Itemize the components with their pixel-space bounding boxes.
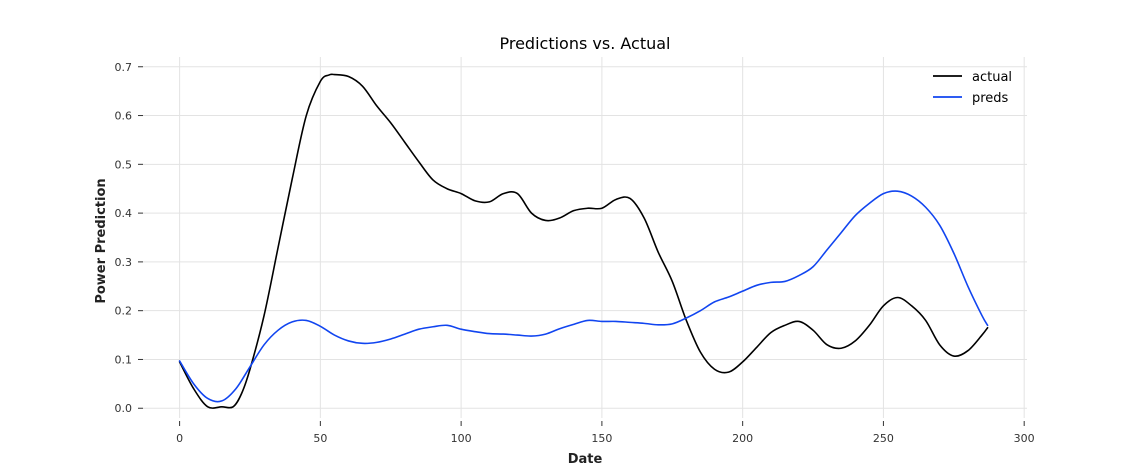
x-tick-label: 150: [591, 432, 612, 445]
x-tick-label: 250: [873, 432, 894, 445]
legend-label-actual: actual: [972, 70, 1012, 85]
x-tick-label: 300: [1014, 432, 1035, 445]
series: [178, 73, 989, 409]
x-tick-label: 50: [313, 432, 327, 445]
ticks: 0 50 100 150 200 250 300 0.0 0.1 0.2 0.3 0.4 0.5 0.6 0…: [115, 61, 1035, 445]
legend: actual preds: [933, 70, 1012, 106]
legend-label-preds: preds: [972, 91, 1009, 106]
y-axis-label: Power Prediction: [94, 178, 109, 303]
series-line-actual: [178, 73, 989, 409]
x-tick-label: 200: [732, 432, 753, 445]
y-tick-label: 0.4: [115, 207, 133, 220]
x-axis-label: Date: [568, 452, 603, 467]
x-tick-label: 0: [176, 432, 183, 445]
x-tick-label: 100: [451, 432, 472, 445]
y-tick-label: 0.1: [115, 353, 133, 366]
y-tick-label: 0.5: [115, 158, 133, 171]
series-line-preds: [178, 190, 989, 403]
grid: [143, 57, 1027, 418]
y-tick-label: 0.3: [115, 256, 133, 269]
y-tick-label: 0.2: [115, 305, 133, 318]
y-tick-label: 0.0: [115, 402, 133, 415]
y-tick-label: 0.6: [115, 110, 133, 123]
chart-title: Predictions vs. Actual: [499, 34, 670, 53]
y-tick-label: 0.7: [115, 61, 133, 74]
